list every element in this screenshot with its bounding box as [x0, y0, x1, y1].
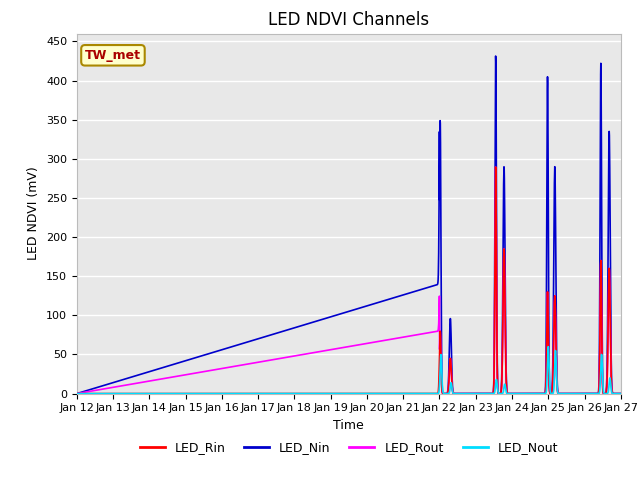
LED_Rout: [607, 322, 614, 327]
LED_Rin: [135, 391, 143, 396]
LED_Rout: [305, 350, 313, 356]
Y-axis label: LED NDVI (mV): LED NDVI (mV): [28, 167, 40, 261]
Text: TW_met: TW_met: [85, 49, 141, 62]
LED_Nout: [282, 391, 289, 396]
LED_Rin: [73, 391, 81, 396]
LED_Nin: [167, 362, 175, 368]
LED_Nin: [135, 372, 143, 378]
LED_Nin: [548, 389, 556, 395]
LED_Nout: [305, 391, 313, 396]
LED_Nin: [617, 391, 625, 396]
LED_Rout: [617, 391, 625, 396]
Line: LED_Rout: LED_Rout: [77, 167, 621, 394]
LED_Rout: [167, 374, 175, 380]
LED_Rout: [135, 380, 143, 386]
LED_Nout: [548, 391, 556, 396]
Title: LED NDVI Channels: LED NDVI Channels: [268, 11, 429, 29]
LED_Nout: [73, 391, 81, 396]
LED_Rin: [617, 391, 625, 396]
LED_Rin: [492, 164, 499, 170]
LED_Nout: [135, 391, 143, 396]
LED_Nin: [73, 391, 81, 396]
LED_Rin: [548, 390, 556, 396]
LED_Rin: [282, 391, 289, 396]
LED_Nout: [545, 344, 552, 349]
LED_Nin: [282, 328, 289, 334]
LED_Nin: [305, 321, 313, 326]
LED_Nin: [492, 53, 499, 59]
Line: LED_Nin: LED_Nin: [77, 56, 621, 394]
LED_Nout: [167, 391, 175, 396]
LED_Rin: [305, 391, 313, 396]
Line: LED_Rin: LED_Rin: [77, 167, 621, 394]
LED_Nout: [617, 391, 625, 396]
LED_Nin: [607, 246, 614, 252]
LED_Rin: [607, 322, 614, 327]
Line: LED_Nout: LED_Nout: [77, 347, 621, 394]
LED_Rin: [167, 391, 175, 396]
X-axis label: Time: Time: [333, 419, 364, 432]
Legend: LED_Rin, LED_Nin, LED_Rout, LED_Nout: LED_Rin, LED_Nin, LED_Rout, LED_Nout: [134, 436, 563, 459]
LED_Rout: [282, 355, 289, 360]
LED_Rout: [73, 391, 81, 396]
LED_Rout: [492, 164, 499, 170]
LED_Nout: [607, 376, 614, 382]
LED_Rout: [548, 390, 556, 396]
